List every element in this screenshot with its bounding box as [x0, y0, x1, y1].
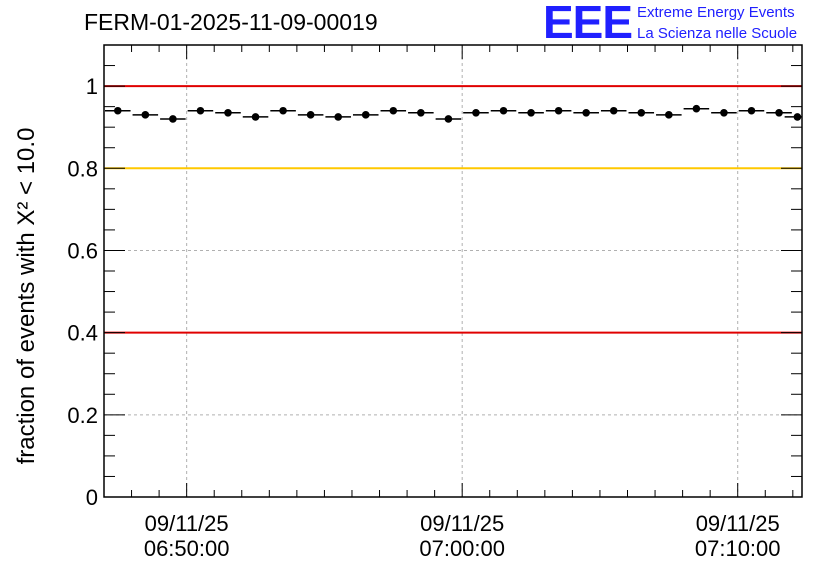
logo-subtitle-line1: Extreme Energy Events [637, 4, 795, 21]
data-point [361, 111, 370, 119]
data-point [609, 106, 618, 115]
y-tick-label: 0.8 [67, 156, 98, 181]
data-point [113, 106, 122, 115]
data-point [582, 109, 590, 117]
x-tick-label-time: 06:50:00 [144, 536, 230, 561]
x-tick-label-date: 09/11/25 [696, 511, 780, 536]
logo-subtitle-line2: La Scienza nelle Scuole [637, 25, 798, 42]
x-tick-label-time: 07:10:00 [695, 536, 781, 561]
data-point [747, 106, 756, 115]
logo-mark: EEE [543, 0, 633, 48]
data-point [196, 106, 205, 115]
eee-logo: EEE Extreme Energy Events La Scienza nel… [543, 0, 833, 48]
y-tick-label: 0.6 [67, 238, 98, 263]
x-tick-label-date: 09/11/25 [420, 511, 504, 536]
data-point [554, 106, 563, 115]
y-tick-label: 1 [86, 74, 98, 99]
data-point [665, 111, 673, 119]
data-point [527, 109, 535, 117]
y-tick-label: 0.2 [67, 403, 98, 428]
data-point [499, 106, 508, 115]
data-point [637, 109, 646, 117]
x-tick-label-time: 07:00:00 [419, 536, 505, 561]
data-point [251, 113, 260, 121]
data-point [720, 109, 728, 117]
y-axis-title: fraction of events with Χ² < 10.0 [13, 128, 40, 465]
data-point [224, 109, 232, 117]
data-point [334, 113, 342, 121]
y-tick-label: 0 [86, 485, 98, 510]
data-point [793, 113, 802, 121]
data-point [389, 106, 398, 115]
data-point [472, 109, 480, 117]
y-tick-label: 0.4 [67, 321, 98, 346]
data-point [692, 104, 701, 113]
data-point [169, 115, 177, 123]
data-point [279, 106, 287, 115]
data-point [444, 115, 453, 123]
plot-frame [103, 44, 803, 498]
data-point [141, 111, 150, 119]
data-point [417, 109, 425, 117]
run-title: FERM-01-2025-11-09-00019 [84, 9, 378, 35]
x-tick-label-date: 09/11/25 [145, 511, 229, 536]
data-point [775, 109, 783, 117]
data-point [306, 111, 315, 119]
